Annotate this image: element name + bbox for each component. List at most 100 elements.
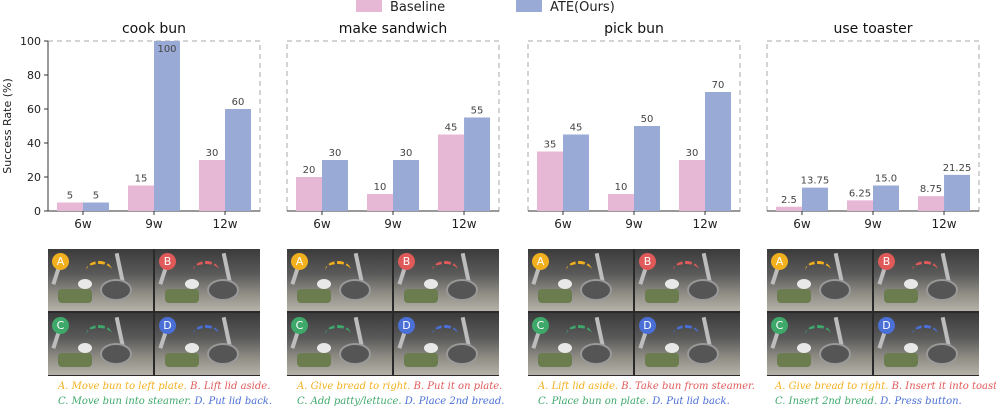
- step-badge: B: [639, 253, 656, 270]
- x-tick-label: 12w: [931, 217, 956, 231]
- plate-shape: [78, 279, 92, 289]
- plate-shape: [904, 279, 918, 289]
- caption-c: C. Move bun into steamer.: [58, 396, 192, 407]
- bar-baseline: [608, 194, 634, 211]
- x-tick-label: 12w: [212, 217, 237, 231]
- bar-baseline: [536, 151, 563, 211]
- data-label-baseline: 15: [135, 174, 148, 185]
- x-tick-label: 9w: [625, 217, 643, 231]
- step-badge: D: [639, 317, 656, 334]
- plate-shape: [797, 343, 811, 353]
- x-tick-label: 9w: [384, 217, 402, 231]
- pot-shape: [926, 343, 958, 365]
- motion-arrow-icon: [805, 325, 831, 344]
- caption-a: A. Give bread to right.: [297, 381, 411, 392]
- bar-ours: [82, 202, 109, 211]
- step-badge: B: [159, 253, 176, 270]
- bar-ours: [393, 160, 419, 211]
- bar-ours: [154, 41, 180, 211]
- data-label-baseline: 10: [615, 182, 628, 193]
- motion-arrow-icon: [805, 261, 831, 280]
- plate-shape: [904, 343, 918, 353]
- legend-swatch-baseline: [356, 0, 382, 12]
- photo-cell: C: [287, 313, 392, 375]
- data-label-baseline: 10: [374, 182, 387, 193]
- data-label-baseline: 6.25: [849, 188, 871, 199]
- caption-d: D. Put lid back.: [194, 396, 273, 407]
- pot-shape: [687, 279, 719, 301]
- photo-cell: D: [635, 313, 740, 375]
- pot-shape: [580, 343, 612, 365]
- tray-shape: [165, 353, 199, 367]
- bar-ours: [321, 160, 348, 211]
- motion-arrow-icon: [673, 261, 699, 280]
- x-tick-label: 12w: [451, 217, 476, 231]
- photo-cell: A: [48, 249, 153, 311]
- motion-arrow-icon: [193, 325, 219, 344]
- caption-line-2: C. Add patty/lettuce. D. Place 2nd bread…: [297, 396, 504, 407]
- tray-shape: [538, 289, 572, 303]
- pot-shape: [819, 279, 851, 301]
- plate-shape: [424, 279, 438, 289]
- step-badge: C: [52, 317, 69, 334]
- plate-shape: [665, 279, 679, 289]
- step-badge: C: [532, 317, 549, 334]
- pot-shape: [446, 279, 478, 301]
- caption-line-1: A. Lift lid aside. B. Take bun from stea…: [538, 381, 755, 392]
- photo-cell: D: [394, 313, 499, 375]
- data-label-baseline: 35: [544, 140, 557, 151]
- step-badge: A: [52, 253, 69, 270]
- bar-ours: [464, 117, 491, 211]
- plate-shape: [185, 343, 199, 353]
- x-tick-label: 12w: [692, 217, 717, 231]
- tray-shape: [297, 353, 331, 367]
- bar-ours: [944, 174, 971, 211]
- caption-a: A. Give bread to right.: [775, 381, 889, 392]
- tray-shape: [58, 353, 92, 367]
- pot-shape: [339, 279, 371, 301]
- caption-line-1: A. Give bread to right. B. Insert it int…: [775, 381, 996, 392]
- pot-shape: [926, 279, 958, 301]
- caption-d: D. Press button.: [880, 396, 962, 407]
- plate-shape: [665, 343, 679, 353]
- legend-label-ours: ATE(Ours): [550, 0, 615, 15]
- bar-baseline: [128, 185, 154, 211]
- plate-shape: [317, 279, 331, 289]
- data-label-ours: 60: [232, 97, 245, 108]
- data-label-baseline: 20: [303, 165, 316, 176]
- y-axis-label: Success Rate (%): [1, 78, 14, 174]
- tray-shape: [297, 289, 331, 303]
- photo-cell: B: [635, 249, 740, 311]
- pot-shape: [207, 343, 239, 365]
- data-label-baseline: 5: [67, 191, 73, 202]
- panel-title: pick bun: [604, 21, 664, 37]
- tray-shape: [645, 289, 679, 303]
- pot-shape: [687, 343, 719, 365]
- bar-baseline: [367, 194, 393, 211]
- caption-b: B. Take bun from steamer.: [621, 381, 755, 392]
- step-badge: B: [878, 253, 895, 270]
- step-badge: A: [532, 253, 549, 270]
- bar-ours: [801, 187, 828, 211]
- caption-b: B. Lift lid aside.: [190, 381, 271, 392]
- plate-shape: [558, 343, 572, 353]
- bar-baseline: [847, 200, 873, 211]
- caption-d: D. Place 2nd bread.: [404, 396, 505, 407]
- photo-cell: A: [287, 249, 392, 311]
- photo-cell: B: [394, 249, 499, 311]
- photo-grid-make-sandwich: A B C D: [287, 249, 499, 376]
- tray-shape: [404, 353, 438, 367]
- plate-shape: [424, 343, 438, 353]
- x-tick-label: 9w: [145, 217, 163, 231]
- plate-shape: [78, 343, 92, 353]
- step-badge: C: [771, 317, 788, 334]
- caption-line-2: C. Move bun into steamer. D. Put lid bac…: [58, 396, 272, 407]
- data-label-ours: 55: [471, 106, 484, 117]
- pot-shape: [100, 343, 132, 365]
- panel-title: make sandwich: [339, 21, 447, 37]
- photo-cell: C: [528, 313, 633, 375]
- motion-arrow-icon: [432, 261, 458, 280]
- data-label-ours: 30: [329, 148, 342, 159]
- x-tick-label: 6w: [554, 217, 572, 231]
- data-label-ours: 30: [400, 148, 413, 159]
